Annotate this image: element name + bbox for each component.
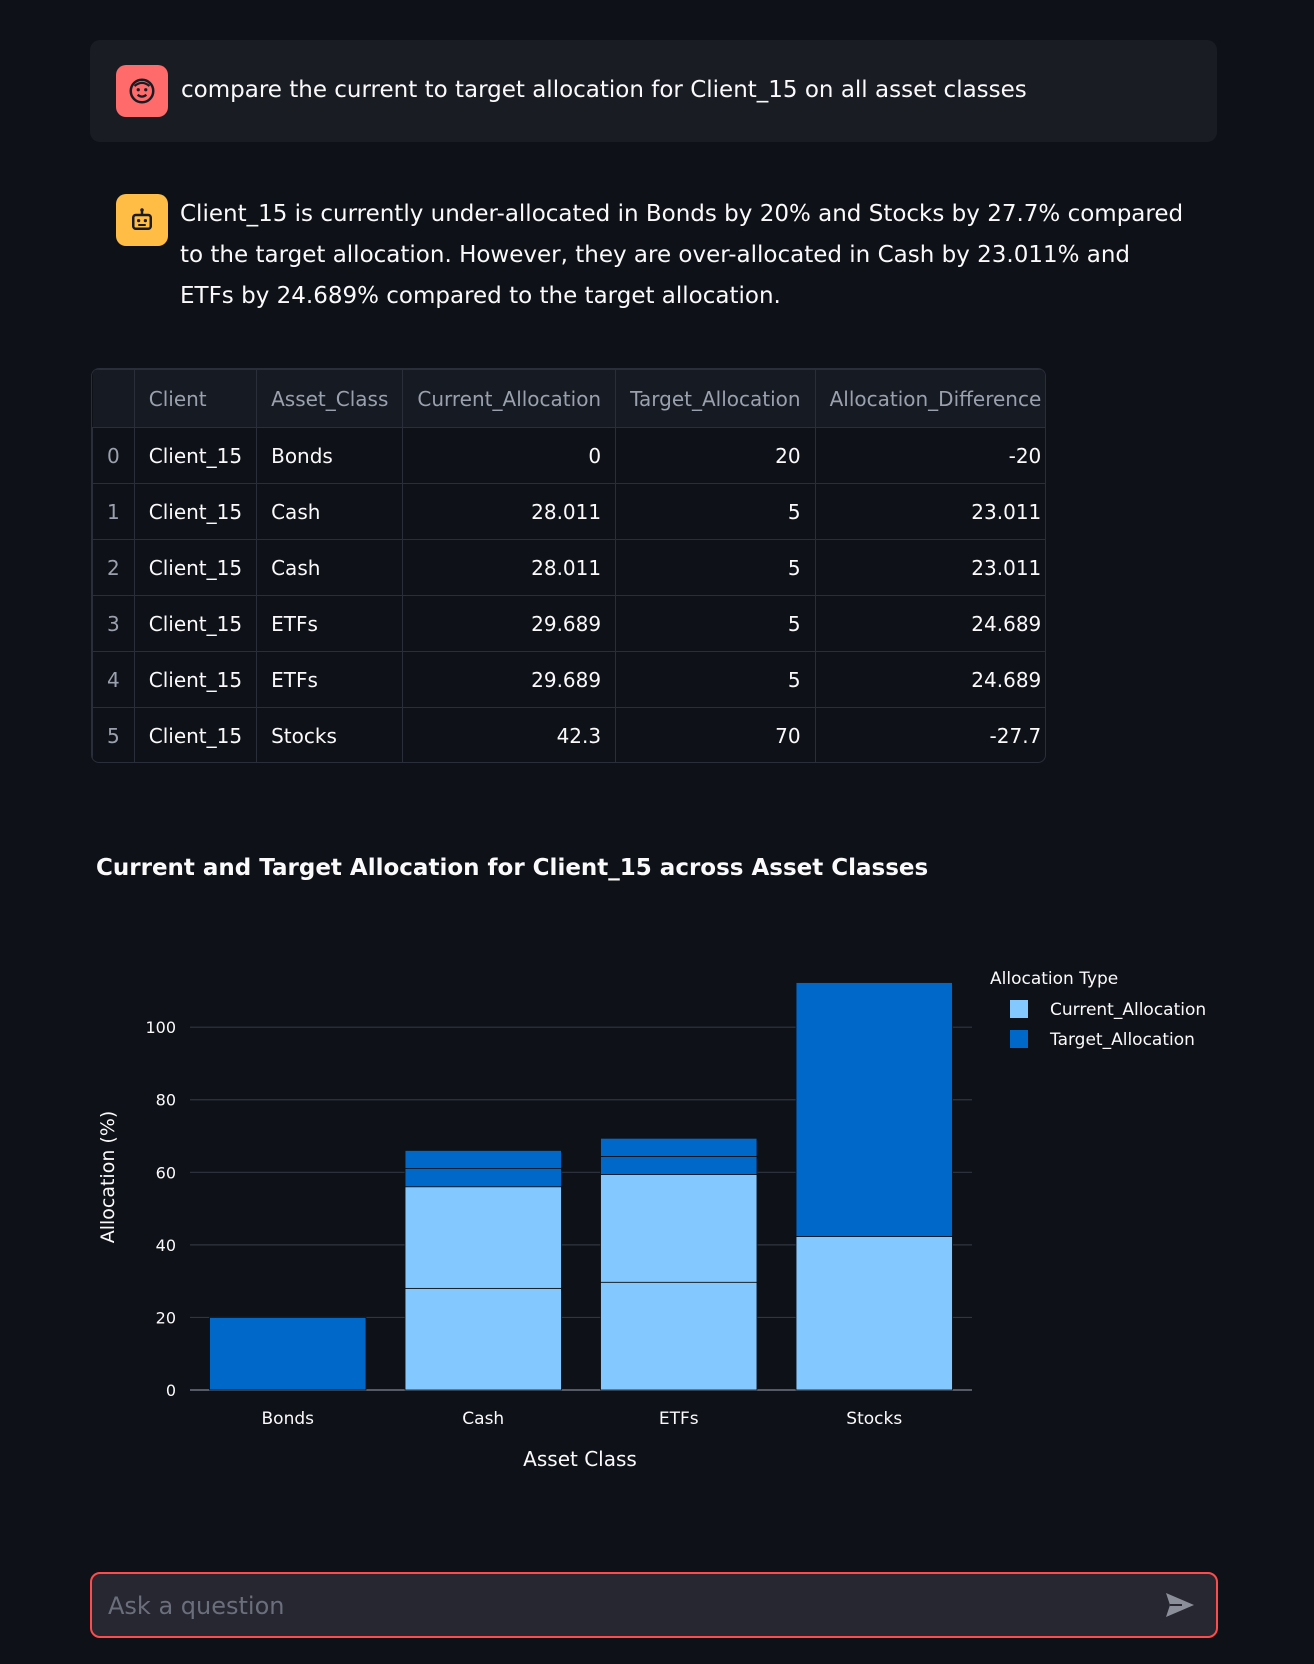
bar-cash-target-allocation[interactable] [404,1168,562,1188]
cell-client[interactable]: Client_15 [133,651,258,708]
cell-current-allocation[interactable]: 42.3 [402,707,617,762]
y-tick-label: 0 [166,1381,176,1400]
bar-cash-current-allocation[interactable] [404,1186,562,1289]
column-header-current-allocation[interactable]: Current_Allocation [402,369,617,428]
row-index: 2 [92,539,135,596]
row-index: 3 [92,595,135,652]
column-header-allocation-difference[interactable]: Allocation_Difference [814,369,1045,428]
y-tick-label: 100 [145,1018,176,1037]
user-avatar [116,65,168,117]
cell-target-allocation[interactable]: 5 [615,483,816,540]
cell-target-allocation[interactable]: 20 [615,427,816,484]
legend-label-target: Target_Allocation [1049,1030,1195,1050]
column-header-asset-class[interactable]: Asset_Class [256,369,404,428]
cell-allocation-difference[interactable]: 24.689 [814,651,1045,708]
cell-allocation-difference[interactable]: -27.7 [814,707,1045,762]
cell-allocation-difference[interactable]: 23.011 [814,483,1045,540]
table-row: 2 Client_15 Cash 28.011 5 23.011 [92,539,1045,596]
legend-swatch-current [1010,1000,1028,1018]
cell-current-allocation[interactable]: 29.689 [402,595,617,652]
cell-asset-class[interactable]: Stocks [256,707,404,762]
x-tick-label: ETFs [659,1409,699,1429]
cell-asset-class[interactable]: Cash [256,539,404,596]
cell-allocation-difference[interactable]: -20 [814,427,1045,484]
column-header-client[interactable]: Client [133,369,258,428]
cell-client[interactable]: Client_15 [133,483,258,540]
y-tick-label: 80 [156,1091,176,1110]
chart-bars[interactable] [209,982,953,1391]
user-message: compare the current to target allocation… [90,40,1217,142]
legend-swatch-target [1010,1030,1028,1048]
cell-asset-class[interactable]: Cash [256,483,404,540]
assistant-avatar [116,194,168,246]
chart-title: Current and Target Allocation for Client… [96,855,929,881]
chat-input[interactable] [106,1584,1140,1628]
column-header-target-allocation[interactable]: Target_Allocation [615,369,816,428]
row-index: 4 [92,651,135,708]
allocation-table[interactable]: Client Asset_Class Current_Allocation Ta… [91,368,1046,763]
x-axis-ticks: Bonds Cash ETFs Stocks [262,1409,903,1429]
bar-stocks-current-allocation[interactable] [795,1236,953,1391]
table-row: 4 Client_15 ETFs 29.689 5 24.689 [92,651,1045,708]
table-row: 0 Client_15 Bonds 0 20 -20 [92,427,1045,484]
bar-stocks-target-allocation[interactable] [795,982,953,1237]
y-tick-label: 40 [156,1236,176,1255]
x-tick-label: Cash [462,1409,504,1429]
bar-cash-current-allocation[interactable] [404,1287,562,1391]
table-header-row: Client Asset_Class Current_Allocation Ta… [92,369,1045,428]
row-index: 1 [92,483,135,540]
bar-etfs-current-allocation[interactable] [600,1281,758,1391]
table-row: 3 Client_15 ETFs 29.689 5 24.689 [92,595,1045,652]
y-tick-label: 20 [156,1308,176,1327]
table-row: 5 Client_15 Stocks 42.3 70 -27.7 [92,707,1045,762]
cell-current-allocation[interactable]: 0 [402,427,617,484]
cell-current-allocation[interactable]: 28.011 [402,539,617,596]
bar-bonds-target-allocation[interactable] [209,1317,367,1391]
user-message-text: compare the current to target allocation… [181,77,1027,103]
cell-client[interactable]: Client_15 [133,539,258,596]
user-face-icon [129,78,155,104]
cell-target-allocation[interactable]: 5 [615,595,816,652]
y-axis-ticks: 0 20 40 60 80 100 [145,1018,176,1400]
cell-current-allocation[interactable]: 28.011 [402,483,617,540]
allocation-chart[interactable]: 0 20 40 60 80 100 Bonds Cash ETFs Stocks Allocat… [0,940,1314,1500]
cell-asset-class[interactable]: ETFs [256,651,404,708]
y-axis-label: Allocation (%) [97,1111,119,1244]
x-tick-label: Stocks [846,1409,902,1429]
legend-label-current: Current_Allocation [1050,1000,1206,1020]
send-button[interactable] [1162,1588,1198,1622]
cell-target-allocation[interactable]: 5 [615,539,816,596]
robot-icon [132,208,152,230]
cell-target-allocation[interactable]: 5 [615,651,816,708]
cell-client[interactable]: Client_15 [133,707,258,762]
cell-asset-class[interactable]: ETFs [256,595,404,652]
bar-cash-target-allocation[interactable] [404,1150,562,1169]
column-header-index[interactable] [92,369,135,428]
x-axis-label: Asset Class [523,1447,637,1471]
chat-input-container [90,1572,1218,1638]
cell-allocation-difference[interactable]: 23.011 [814,539,1045,596]
row-index: 5 [92,707,135,762]
cell-client[interactable]: Client_15 [133,595,258,652]
bar-etfs-current-allocation[interactable] [600,1174,758,1283]
cell-target-allocation[interactable]: 70 [615,707,816,762]
cell-asset-class[interactable]: Bonds [256,427,404,484]
table-row: 1 Client_15 Cash 28.011 5 23.011 [92,483,1045,540]
assistant-message-text: Client_15 is currently under-allocated i… [180,201,1184,309]
cell-current-allocation[interactable]: 29.689 [402,651,617,708]
bar-etfs-target-allocation[interactable] [600,1137,758,1157]
y-tick-label: 60 [156,1163,176,1182]
bar-etfs-target-allocation[interactable] [600,1156,758,1175]
legend-title: Allocation Type [990,969,1118,989]
cell-allocation-difference[interactable]: 24.689 [814,595,1045,652]
cell-client[interactable]: Client_15 [133,427,258,484]
send-icon [1166,1593,1194,1617]
chart-legend[interactable]: Allocation Type Current_Allocation Targe… [990,969,1206,1050]
x-tick-label: Bonds [262,1409,315,1429]
row-index: 0 [92,427,135,484]
